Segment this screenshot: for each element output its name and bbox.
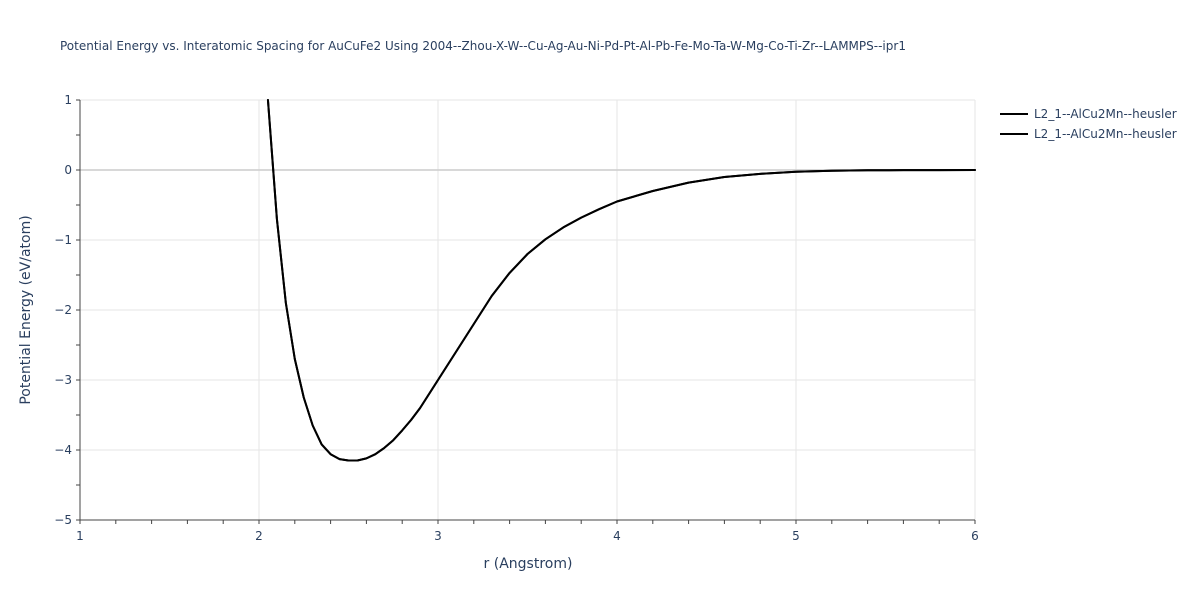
- chart-title: Potential Energy vs. Interatomic Spacing…: [60, 39, 906, 53]
- y-tick-label: −1: [54, 233, 72, 247]
- legend-label-2: L2_1--AlCu2Mn--heusler: [1034, 127, 1177, 141]
- legend: L2_1--AlCu2Mn--heusler L2_1--AlCu2Mn--heu…: [1000, 107, 1177, 141]
- series-line-2: [266, 99, 976, 462]
- x-tick-label: 6: [971, 529, 979, 543]
- y-tick-label: −4: [54, 443, 72, 457]
- x-axis-ticks: 1 2 3 4 5 6: [76, 520, 979, 543]
- y-tick-label: 0: [64, 163, 72, 177]
- y-tick-label: −5: [54, 513, 72, 527]
- x-tick-label: 5: [792, 529, 800, 543]
- y-axis-title: Potential Energy (eV/atom): [18, 215, 34, 404]
- y-tick-label: −2: [54, 303, 72, 317]
- x-tick-label: 3: [434, 529, 442, 543]
- y-axis-ticks: 1 0 −1 −2 −3 −4 −5: [54, 93, 80, 527]
- x-tick-label: 1: [76, 529, 84, 543]
- x-axis-title: r (Angstrom): [484, 556, 573, 572]
- series-layer: [266, 99, 976, 462]
- y-tick-label: 1: [64, 93, 72, 107]
- x-tick-label: 2: [255, 529, 263, 543]
- y-tick-label: −3: [54, 373, 72, 387]
- x-tick-label: 4: [613, 529, 621, 543]
- legend-label-1: L2_1--AlCu2Mn--heusler: [1034, 107, 1177, 121]
